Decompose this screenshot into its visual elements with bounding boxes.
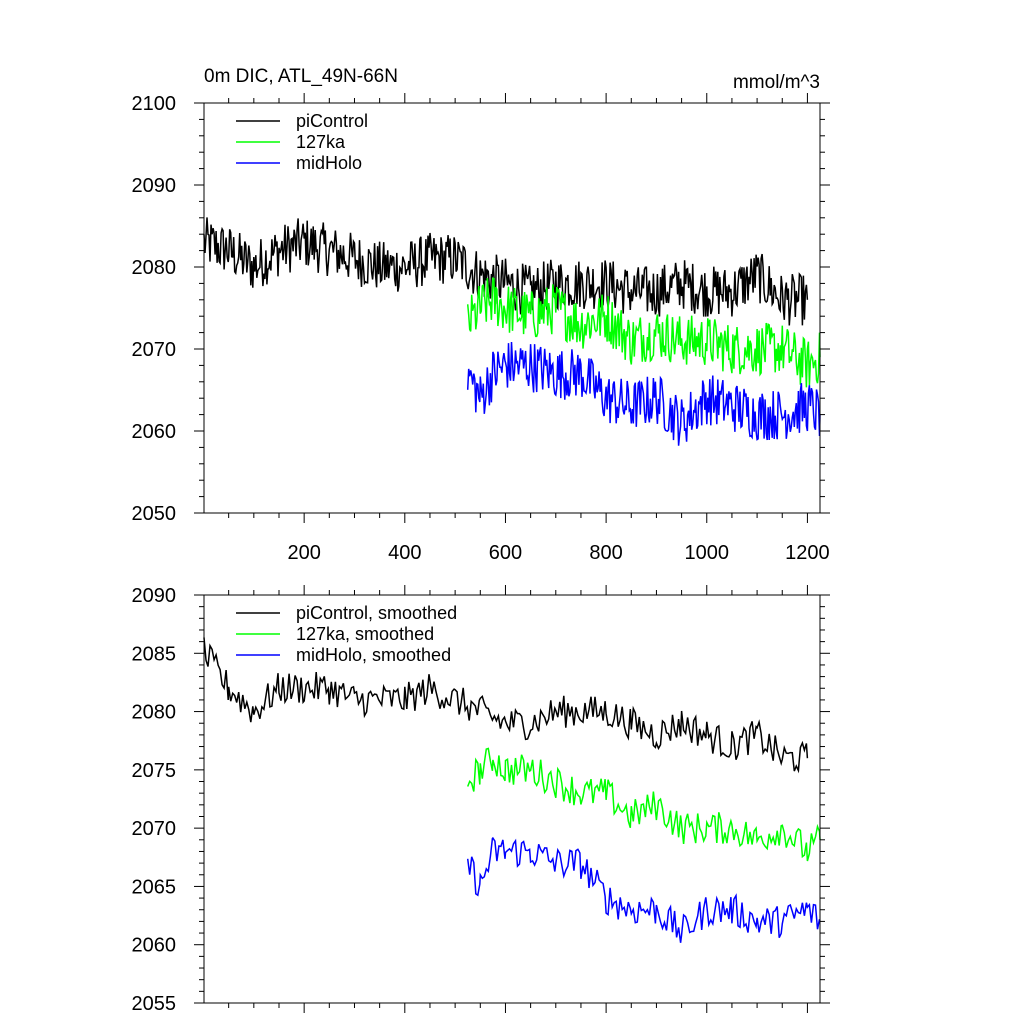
x-tick-label: 800 [589, 542, 622, 564]
series-line-127ka-smoothed [467, 747, 821, 862]
x-tick-label: 1000 [685, 542, 730, 564]
legend-label: piControl [296, 111, 368, 131]
y-tick-label: 2085 [132, 643, 177, 665]
y-tick-label: 2075 [132, 760, 177, 782]
top-panel-ticks: 2050 2060 2070 2080 2090 2100 200 400 600 800 1000… [132, 93, 830, 564]
legend-label: midHolo, smoothed [296, 645, 451, 665]
y-tick-label: 2050 [132, 503, 177, 525]
y-tick-label: 2090 [132, 175, 177, 197]
top-panel-series [203, 217, 821, 446]
bottom-panel: 2055 2060 2065 2070 2075 2080 2085 2090 piContr… [132, 585, 830, 1015]
y-tick-label: 2090 [132, 585, 177, 607]
y-tick-label: 2065 [132, 876, 177, 898]
top-panel: 2050 2060 2070 2080 2090 2100 200 400 600 800 1000… [132, 93, 830, 564]
legend-label: 127ka, smoothed [296, 624, 434, 644]
series-line-midholo-smoothed [466, 836, 821, 943]
bottom-panel-ticks: 2055 2060 2065 2070 2075 2080 2085 2090 [132, 585, 830, 1015]
y-tick-label: 2060 [132, 935, 177, 957]
top-panel-frame [203, 102, 821, 514]
y-tick-label: 2080 [132, 257, 177, 279]
legend-label: 127ka [296, 132, 346, 152]
x-tick-label: 600 [489, 542, 522, 564]
y-tick-label: 2080 [132, 702, 177, 724]
x-tick-label: 200 [287, 542, 320, 564]
series-line-127ka [466, 277, 821, 388]
series-line-picontrol-smoothed [203, 637, 809, 774]
series-line-picontrol [203, 217, 809, 326]
y-tick-label: 2070 [132, 818, 177, 840]
y-tick-label: 2060 [132, 421, 177, 443]
y-tick-label: 2100 [132, 93, 177, 115]
legend-label: piControl, smoothed [296, 603, 457, 623]
y-tick-label: 2070 [132, 339, 177, 361]
x-tick-label: 400 [388, 542, 421, 564]
series-line-midholo [466, 341, 821, 446]
chart-title: 0m DIC, ATL_49N-66N [204, 66, 398, 87]
y-tick-label: 2055 [132, 993, 177, 1015]
x-tick-label: 1200 [785, 542, 830, 564]
legend-label: midHolo [296, 153, 362, 173]
bottom-panel-frame [203, 594, 821, 1004]
bottom-panel-series [203, 637, 821, 943]
units-label: mmol/m^3 [733, 72, 820, 93]
